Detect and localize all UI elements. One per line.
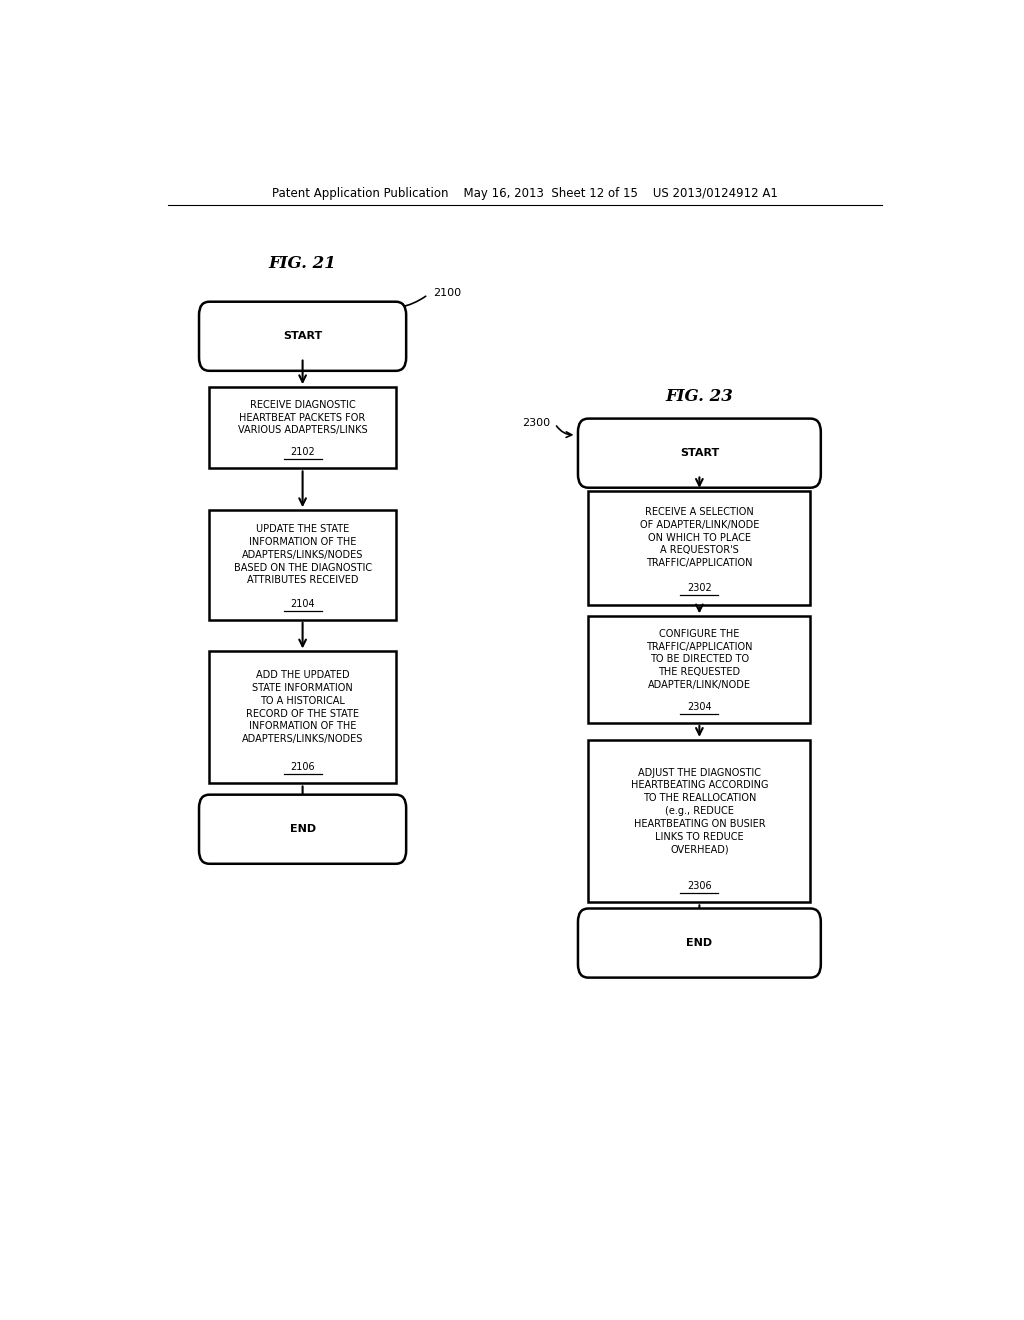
FancyBboxPatch shape <box>588 491 811 605</box>
FancyBboxPatch shape <box>209 387 396 469</box>
FancyBboxPatch shape <box>209 651 396 784</box>
Text: FIG. 23: FIG. 23 <box>666 388 733 405</box>
Text: UPDATE THE STATE
INFORMATION OF THE
ADAPTERS/LINKS/NODES
BASED ON THE DIAGNOSTIC: UPDATE THE STATE INFORMATION OF THE ADAP… <box>233 524 372 585</box>
Text: Patent Application Publication    May 16, 2013  Sheet 12 of 15    US 2013/012491: Patent Application Publication May 16, 2… <box>271 187 778 201</box>
FancyBboxPatch shape <box>199 795 407 863</box>
Text: 2102: 2102 <box>290 447 315 457</box>
Text: END: END <box>290 824 315 834</box>
FancyBboxPatch shape <box>199 302 407 371</box>
Text: START: START <box>680 449 719 458</box>
Text: 2104: 2104 <box>290 598 315 609</box>
Text: RECEIVE A SELECTION
OF ADAPTER/LINK/NODE
ON WHICH TO PLACE
A REQUESTOR'S
TRAFFIC: RECEIVE A SELECTION OF ADAPTER/LINK/NODE… <box>640 507 759 568</box>
FancyBboxPatch shape <box>588 616 811 723</box>
Text: ADJUST THE DIAGNOSTIC
HEARTBEATING ACCORDING
TO THE REALLOCATION
(e.g., REDUCE
H: ADJUST THE DIAGNOSTIC HEARTBEATING ACCOR… <box>631 767 768 854</box>
FancyBboxPatch shape <box>588 739 811 903</box>
Text: 2304: 2304 <box>687 702 712 711</box>
FancyBboxPatch shape <box>578 908 821 978</box>
Text: RECEIVE DIAGNOSTIC
HEARTBEAT PACKETS FOR
VARIOUS ADAPTERS/LINKS: RECEIVE DIAGNOSTIC HEARTBEAT PACKETS FOR… <box>238 400 368 436</box>
Text: ADD THE UPDATED
STATE INFORMATION
TO A HISTORICAL
RECORD OF THE STATE
INFORMATIO: ADD THE UPDATED STATE INFORMATION TO A H… <box>242 671 364 744</box>
Text: END: END <box>686 939 713 948</box>
Text: 2302: 2302 <box>687 583 712 593</box>
Text: 2300: 2300 <box>522 417 551 428</box>
Text: 2306: 2306 <box>687 882 712 891</box>
Text: START: START <box>283 331 323 342</box>
Text: FIG. 21: FIG. 21 <box>268 255 337 272</box>
Text: CONFIGURE THE
TRAFFIC/APPLICATION
TO BE DIRECTED TO
THE REQUESTED
ADAPTER/LINK/N: CONFIGURE THE TRAFFIC/APPLICATION TO BE … <box>646 628 753 690</box>
FancyBboxPatch shape <box>209 510 396 620</box>
Text: 2100: 2100 <box>433 288 462 297</box>
FancyBboxPatch shape <box>578 418 821 487</box>
Text: 2106: 2106 <box>290 762 315 772</box>
